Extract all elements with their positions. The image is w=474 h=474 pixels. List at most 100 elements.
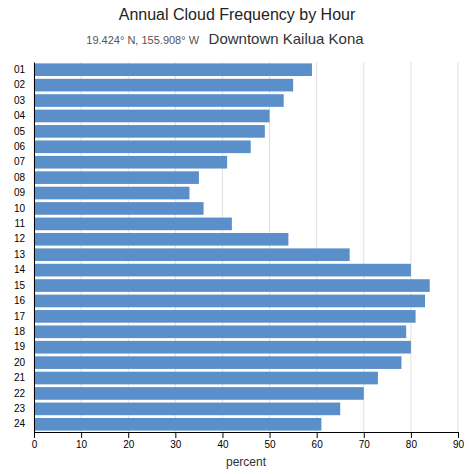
- tick-label: 40: [217, 439, 229, 450]
- tick-mark: [81, 432, 82, 438]
- tick-label: 23: [14, 403, 26, 414]
- tick-label: 80: [406, 439, 418, 450]
- tick-mark: [128, 432, 129, 438]
- tick-label: 04: [14, 110, 26, 121]
- x-tick: 70: [359, 432, 371, 450]
- x-tick: 10: [76, 432, 88, 450]
- bar: [34, 248, 350, 261]
- tick-label: 17: [14, 311, 26, 322]
- tick-label: 08: [14, 172, 26, 183]
- bar: [34, 218, 232, 231]
- bar: [34, 356, 401, 369]
- tick-label: 01: [14, 64, 26, 75]
- tick-label: 10: [76, 439, 88, 450]
- x-tick: 40: [217, 432, 229, 450]
- tick-label: 05: [14, 126, 26, 137]
- tick-label: 20: [123, 439, 135, 450]
- subtitle: 19.424° N, 155.908° W: [86, 34, 199, 46]
- bar: [34, 325, 406, 338]
- y-tick: 18: [14, 326, 26, 337]
- tick-label: 60: [312, 439, 324, 450]
- y-tick: 01: [14, 64, 26, 75]
- tick-label: 50: [264, 439, 276, 450]
- tick-label: 18: [14, 326, 26, 337]
- tick-label: 30: [170, 439, 182, 450]
- grid-line: [34, 62, 35, 432]
- y-tick: 04: [14, 110, 26, 121]
- bar: [34, 403, 340, 416]
- tick-mark: [317, 432, 318, 438]
- y-tick: 07: [14, 156, 26, 167]
- bar: [34, 295, 425, 308]
- tick-mark: [270, 432, 271, 438]
- axis-domain: [35, 433, 459, 439]
- bar: [34, 187, 189, 200]
- tick-label: 12: [14, 233, 26, 244]
- tick-label: 20: [14, 357, 26, 368]
- tick-label: 15: [14, 280, 26, 291]
- axis-domain: [34, 63, 35, 433]
- y-tick: 17: [14, 311, 26, 322]
- bar: [34, 125, 265, 138]
- tick-label: 03: [14, 95, 26, 106]
- y-tick: 10: [14, 203, 26, 214]
- tick-mark: [222, 432, 223, 438]
- bar: [34, 202, 204, 215]
- y-tick: 15: [14, 280, 26, 291]
- x-axis-label: percent: [226, 455, 267, 469]
- y-tick: 06: [14, 141, 26, 152]
- y-tick: 08: [14, 172, 26, 183]
- y-tick: 23: [14, 403, 26, 414]
- bar: [34, 63, 312, 76]
- bar: [34, 156, 227, 169]
- tick-label: 14: [14, 264, 26, 275]
- bar: [34, 264, 411, 277]
- y-tick: 12: [14, 233, 26, 244]
- bar: [34, 418, 321, 431]
- tick-mark: [34, 432, 35, 438]
- y-tick: 13: [14, 249, 26, 260]
- y-tick: 21: [14, 372, 26, 383]
- y-tick: 14: [14, 264, 26, 275]
- tick-label: 0: [32, 439, 38, 450]
- x-tick: 30: [170, 432, 182, 450]
- tick-label: 16: [14, 295, 26, 306]
- tick-label: 10: [14, 203, 26, 214]
- bar: [34, 310, 416, 323]
- x-tick: 80: [406, 432, 418, 450]
- y-tick: 24: [14, 418, 26, 429]
- bar: [34, 387, 364, 400]
- tick-mark: [458, 432, 459, 438]
- y-tick: 02: [14, 79, 26, 90]
- x-tick: 50: [264, 432, 276, 450]
- tick-label: 70: [359, 439, 371, 450]
- tick-mark: [364, 432, 365, 438]
- y-tick: 05: [14, 126, 26, 137]
- tick-label: 22: [14, 388, 26, 399]
- x-axis: 0 10 20 30 40 50 60 70 80 90: [32, 432, 465, 450]
- tick-label: 24: [14, 418, 26, 429]
- tick-mark: [175, 432, 176, 438]
- tick-label: 11: [15, 218, 26, 229]
- title: Annual Cloud Frequency by Hour: [119, 6, 356, 23]
- tick-label: 13: [14, 249, 26, 260]
- y-axis: 0102030405060708091011121314151617181920…: [14, 63, 35, 433]
- y-tick: 09: [14, 187, 26, 198]
- bar: [34, 79, 293, 92]
- y-tick: 11: [15, 218, 26, 229]
- tick-label: 90: [453, 439, 465, 450]
- annotation: Downtown Kailua Kona: [209, 30, 365, 47]
- x-tick: 90: [453, 432, 465, 450]
- y-tick: 20: [14, 357, 26, 368]
- bar: [34, 140, 251, 153]
- tick-mark: [411, 432, 412, 438]
- bar: [34, 341, 411, 354]
- tick-label: 02: [14, 79, 26, 90]
- tick-label: 06: [14, 141, 26, 152]
- x-tick: 0: [32, 432, 38, 450]
- grid: [34, 62, 458, 432]
- bar: [34, 233, 288, 246]
- bar: [34, 372, 378, 385]
- bar: [34, 110, 270, 123]
- bar: [34, 94, 284, 107]
